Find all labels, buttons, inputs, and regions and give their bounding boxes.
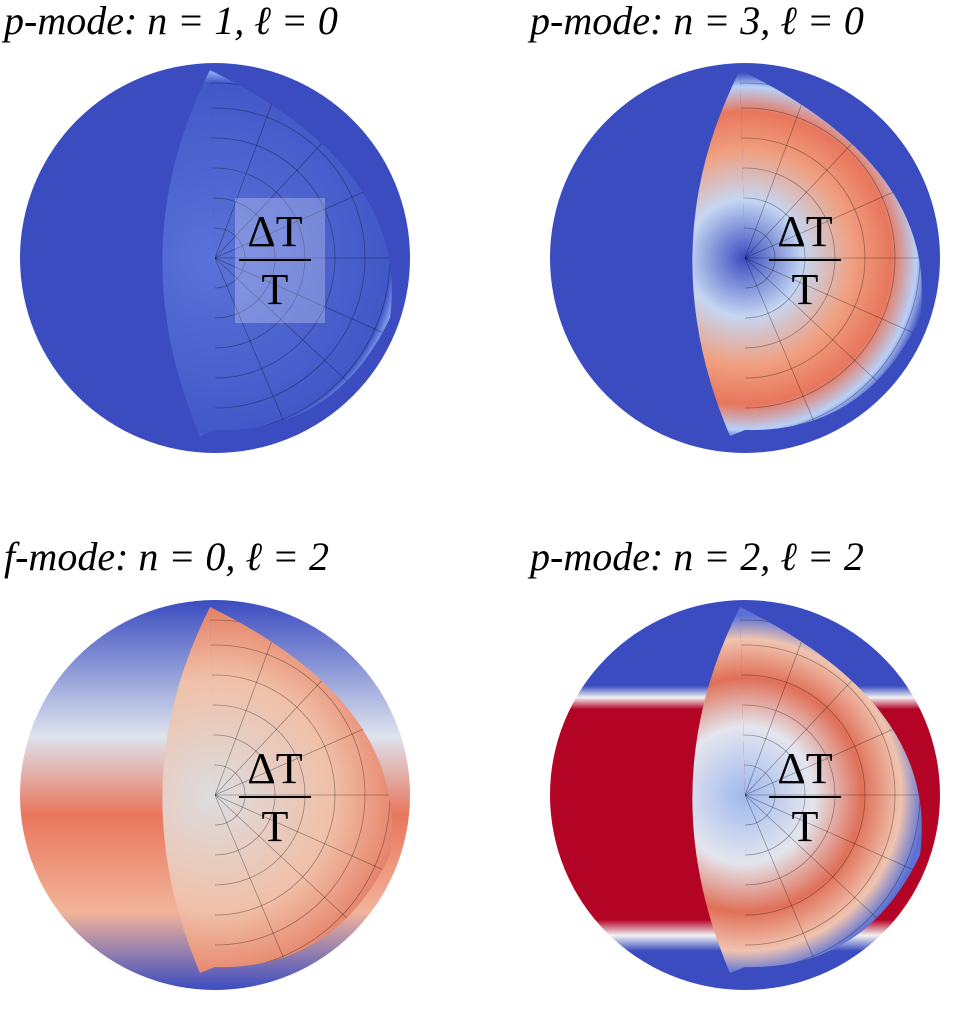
label-numerator: ΔT	[247, 744, 302, 793]
panel: f-mode: n = 0, ℓ = 2 ΔT T	[4, 534, 410, 990]
label-numerator: ΔT	[777, 744, 832, 793]
sphere: ΔT T	[550, 600, 940, 990]
label-numerator: ΔT	[777, 207, 832, 256]
mesh	[210, 70, 392, 431]
label-denominator: T	[262, 802, 289, 851]
cut-face	[692, 607, 745, 973]
sphere: ΔT T	[20, 600, 410, 990]
mesh	[740, 70, 922, 431]
sphere: ΔT T	[550, 63, 940, 453]
label-denominator: T	[792, 265, 819, 314]
label-denominator: T	[792, 802, 819, 851]
cut-face	[162, 607, 215, 973]
sphere: ΔT T	[20, 63, 410, 453]
label-numerator: ΔT	[247, 207, 302, 256]
panel: p-mode: n = 1, ℓ = 0 ΔT T	[1, 0, 410, 453]
panel-title: p-mode: n = 1, ℓ = 0	[1, 0, 338, 43]
cut-face	[162, 70, 215, 436]
panel-title: f-mode: n = 0, ℓ = 2	[4, 534, 329, 579]
mesh	[740, 607, 922, 968]
mesh	[210, 607, 392, 968]
panel-title: p-mode: n = 2, ℓ = 2	[527, 534, 864, 579]
panel: p-mode: n = 3, ℓ = 0 ΔT T	[527, 0, 940, 453]
cut-face	[692, 70, 745, 436]
panel: p-mode: n = 2, ℓ = 2 ΔT T	[527, 534, 940, 990]
label-denominator: T	[262, 265, 289, 314]
panel-title: p-mode: n = 3, ℓ = 0	[527, 0, 864, 43]
